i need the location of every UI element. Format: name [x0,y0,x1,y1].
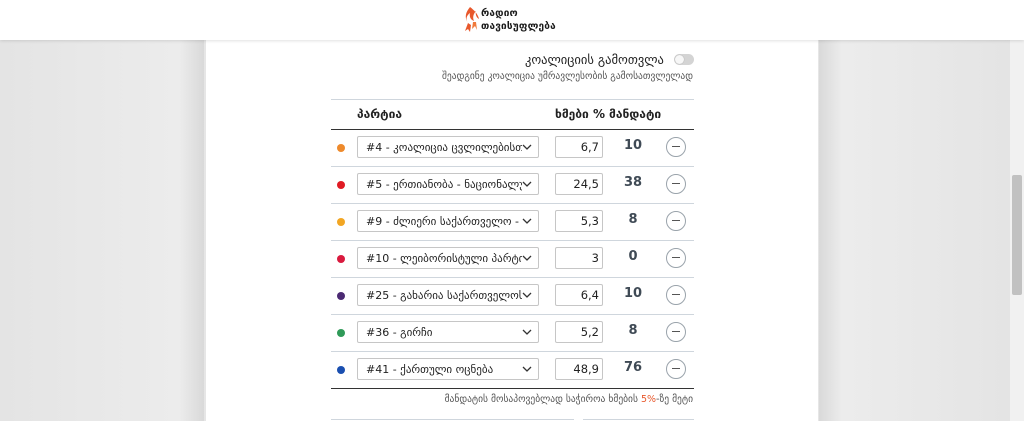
threshold-note-text: მანდატის მოსაპოვებლად საჭიროა ხმების [444,394,641,405]
coalition-toggle-row: კოალიციის გამოთვლა [206,49,694,71]
votes-percent-input[interactable]: 5,2 [555,321,603,343]
logo-text-radio: რადიო [481,8,518,19]
party-select-value: #41 - ქართული ოცნება [366,363,494,376]
party-select[interactable]: #5 - ერთიანობა - ნაციონალური მოძრაობა [357,173,539,195]
chevron-down-icon [522,181,532,187]
party-select-value: #25 - გახარია საქართველოსთვის [366,289,522,302]
logo-text-liberty: თავისუფლება [481,21,556,32]
party-select-value: #9 - ძლიერი საქართველო - ლელო [366,215,522,228]
seat-count: 8 [628,323,638,338]
remove-party-button[interactable] [666,322,686,342]
votes-percent-input[interactable]: 48,9 [555,358,603,380]
party-select[interactable]: #25 - გახარია საქართველოსთვის [357,284,539,306]
threshold-note-suffix: -ზე მეტი [656,394,693,405]
table-row: #25 - გახარია საქართველოსთვის 6,4 10 [331,278,694,315]
remove-party-button[interactable] [666,359,686,379]
party-select-value: #4 - კოალიცია ცვლილებისთვის [366,141,522,154]
divider [583,419,694,420]
party-select[interactable]: #9 - ძლიერი საქართველო - ლელო [357,210,539,232]
toggle-knob [675,55,684,64]
chevron-down-icon [522,144,532,150]
party-select[interactable]: #10 - ლეიბორისტული პარტია [357,247,539,269]
site-header: რადიო თავისუფლება [0,0,1024,40]
table-row: #9 - ძლიერი საქართველო - ლელო 5,3 8 [331,204,694,241]
party-select[interactable]: #36 - გირჩი [357,321,539,343]
divider [331,419,574,420]
coalition-toggle-label: კოალიციის გამოთვლა [524,52,664,67]
party-select-value: #5 - ერთიანობა - ნაციონალური მოძრაობა [366,178,522,191]
column-header-party: პარტია [357,107,402,121]
table-body: #4 - კოალიცია ცვლილებისთვის 6,7 10 #5 - ერთ… [331,130,694,389]
seat-count: 8 [628,212,638,227]
remove-party-button[interactable] [666,285,686,305]
coalition-toggle[interactable] [674,54,694,65]
threshold-note: მანდატის მოსაპოვებლად საჭიროა ხმების 5%-… [206,394,693,405]
coalition-hint: შეადგინე კოალიცია უმრავლესობის გამოსათვლ… [442,71,693,82]
table-row: #4 - კოალიცია ცვლილებისთვის 6,7 10 [331,130,694,167]
seat-count: 76 [623,360,643,375]
party-color-dot [337,255,345,263]
table-row: #10 - ლეიბორისტული პარტია 3 0 [331,241,694,278]
seat-calculator-table: პარტია ხმები % მანდატი #4 - კოალიცია ცვლ… [331,99,694,389]
chevron-down-icon [522,329,532,335]
party-color-dot [337,144,345,152]
chevron-down-icon [522,218,532,224]
table-header: პარტია ხმები % მანდატი [331,99,694,130]
votes-percent-input[interactable]: 3 [555,247,603,269]
votes-percent-input[interactable]: 5,3 [555,210,603,232]
page-margin-left [0,40,204,421]
site-logo[interactable]: რადიო თავისუფლება [462,5,562,35]
votes-percent-input[interactable]: 6,4 [555,284,603,306]
remove-party-button[interactable] [666,248,686,268]
seat-count: 38 [623,175,643,190]
column-header-seats: მანდატი [609,107,662,121]
party-color-dot [337,218,345,226]
party-color-dot [337,366,345,374]
party-select-value: #10 - ლეიბორისტული პარტია [366,252,522,265]
party-select-value: #36 - გირჩი [366,326,433,339]
party-color-dot [337,181,345,189]
radio-liberty-flame-icon [465,7,479,32]
next-section-edge [331,419,694,420]
party-select[interactable]: #4 - კოალიცია ცვლილებისთვის [357,136,539,158]
page-margin-right [819,40,1010,421]
party-color-dot [337,329,345,337]
seat-count: 10 [623,138,643,153]
party-color-dot [337,292,345,300]
remove-party-button[interactable] [666,137,686,157]
table-row: #36 - გირჩი 5,2 8 [331,315,694,352]
votes-percent-input[interactable]: 24,5 [555,173,603,195]
column-header-votes: ხმები % [555,107,606,121]
chevron-down-icon [522,366,532,372]
table-row: #41 - ქართული ოცნება 48,9 76 [331,352,694,389]
table-row: #5 - ერთიანობა - ნაციონალური მოძრაობა 24,… [331,167,694,204]
remove-party-button[interactable] [666,174,686,194]
seat-count: 0 [628,249,638,264]
chevron-down-icon [522,255,532,261]
votes-percent-input[interactable]: 6,7 [555,136,603,158]
threshold-percent: 5% [640,394,657,405]
page-scrollbar[interactable] [1010,40,1024,421]
seat-count: 10 [623,286,643,301]
chevron-down-icon [522,292,532,298]
remove-party-button[interactable] [666,211,686,231]
scrollbar-thumb[interactable] [1012,175,1022,295]
party-select[interactable]: #41 - ქართული ოცნება [357,358,539,380]
